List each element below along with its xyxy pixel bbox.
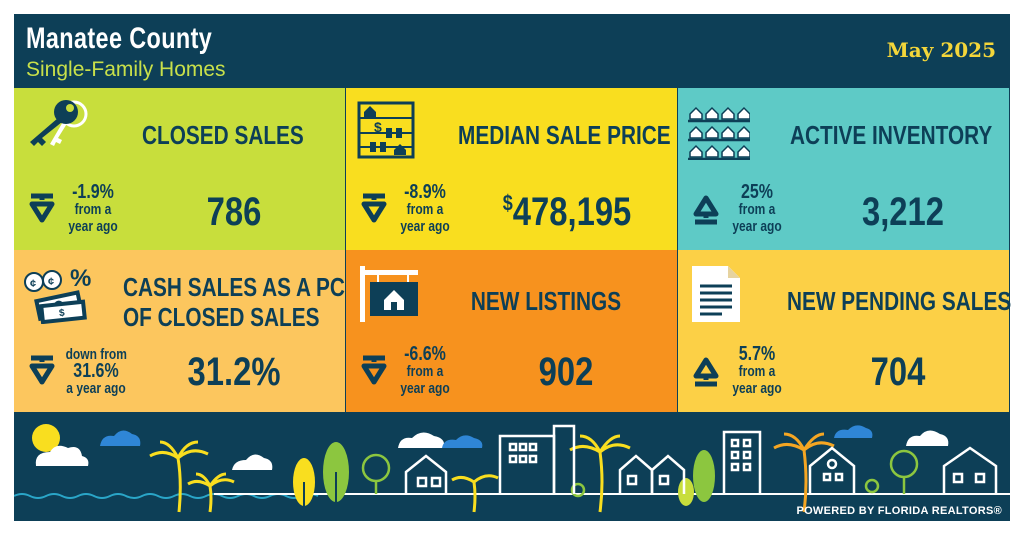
change-percent: -6.6% [404, 343, 446, 365]
document-icon [692, 266, 740, 322]
palm-tree-icon [773, 432, 835, 513]
palm-tree-icon [149, 440, 209, 513]
down-arrow-icon [29, 193, 55, 223]
change-pre-text: down from [65, 346, 127, 363]
currency-symbol: $ [502, 190, 513, 216]
report-date: May 2025 [886, 38, 996, 62]
change-text-2: a year ago [66, 380, 126, 397]
tile-active-inventory: ACTIVE INVENTORY 25% from a year ago 3,2… [678, 88, 1009, 250]
up-arrow-icon [693, 357, 719, 387]
houses-grid-icon [688, 106, 750, 160]
change-text-2: year ago [732, 380, 782, 397]
tile-value: 31.2% [187, 350, 281, 394]
tree-icon [693, 450, 715, 502]
down-arrow-icon [29, 355, 55, 385]
change-indicator: down from 31.6% a year ago [66, 346, 127, 397]
svg-text:$: $ [374, 119, 382, 135]
palm-tree-icon [187, 472, 235, 513]
tile-value: 786 [206, 190, 262, 234]
change-percent: -1.9% [72, 181, 114, 203]
svg-text:¢: ¢ [48, 276, 54, 288]
change-percent: 5.7% [738, 343, 776, 365]
change-indicator: -6.6% from a year ago [397, 343, 453, 397]
tile-title: NEW LISTINGS [470, 286, 622, 316]
tile-title: CASH SALES AS A PCT. OF CLOSED SALES [123, 272, 362, 332]
down-arrow-icon [361, 193, 387, 223]
tile-title: ACTIVE INVENTORY [790, 120, 993, 150]
page-title: Manatee County [26, 22, 213, 55]
cash-percent-icon: ¢ ¢ % $ [24, 265, 91, 324]
value-number: 478,195 [512, 190, 632, 234]
change-indicator: 25% from a year ago [729, 181, 785, 235]
tile-title: CLOSED SALES [142, 120, 304, 150]
tile-value: 902 [538, 350, 594, 394]
cloud-icon [35, 445, 89, 466]
tile-new-pending-sales: NEW PENDING SALES 5.7% from a year ago 7… [678, 250, 1012, 412]
change-text: from a [74, 201, 112, 218]
up-arrow-icon [693, 195, 719, 225]
down-arrow-icon [361, 355, 387, 385]
tile-title: MEDIAN SALE PRICE [458, 120, 671, 150]
buildings-outline [404, 424, 998, 494]
water-waves [14, 493, 319, 499]
svg-text:¢: ¢ [30, 278, 36, 290]
tile-value: $478,195 [489, 190, 645, 235]
svg-text:$: $ [59, 308, 66, 320]
tile-cash-sales: ¢ ¢ % $ CASH SALES AS A PCT. OF CLOSED S… [14, 250, 362, 412]
cloud-icon [398, 432, 445, 448]
change-percent: 25% [740, 181, 774, 203]
page-subtitle: Single-Family Homes [26, 58, 226, 81]
tile-value: 704 [870, 350, 926, 394]
cloud-icon [834, 425, 873, 438]
tile-median-sale-price: $ MEDIAN SALE PRICE -8.9% from a year ag… [346, 88, 677, 250]
change-text-2: year ago [400, 218, 450, 235]
cloud-icon [232, 454, 273, 470]
cloud-icon [100, 430, 141, 446]
cloud-icon [442, 435, 483, 448]
florida-skyline-illustration [14, 412, 1010, 521]
palm-tree-icon [451, 474, 499, 513]
change-text-2: year ago [400, 380, 450, 397]
for-sale-sign-icon [360, 266, 418, 322]
change-percent: 31.6% [73, 360, 119, 382]
palm-tree-icon [569, 434, 631, 513]
change-indicator: -8.9% from a year ago [397, 181, 453, 235]
change-indicator: -1.9% from a year ago [65, 181, 121, 235]
change-text: from a [406, 363, 444, 380]
tile-title: NEW PENDING SALES [787, 286, 1012, 316]
change-text: from a [738, 363, 776, 380]
change-text-2: year ago [68, 218, 118, 235]
cloud-icon [906, 430, 949, 446]
keys-icon [30, 100, 88, 146]
sun-icon [32, 424, 60, 452]
tile-value: 3,212 [861, 190, 945, 234]
tile-closed-sales: CLOSED SALES -1.9% from a year ago 786 [14, 88, 345, 250]
powered-by-credit: POWERED BY FLORIDA REALTORS® [796, 505, 1002, 517]
tree-icon [678, 478, 694, 506]
svg-text:%: % [70, 265, 91, 292]
change-text: from a [738, 201, 776, 218]
tree-icon [361, 449, 919, 498]
tile-title-line-2: OF CLOSED SALES [123, 302, 320, 332]
change-text-2: year ago [732, 218, 782, 235]
change-text: from a [406, 201, 444, 218]
abacus-icon: $ [357, 101, 415, 159]
tile-new-listings: NEW LISTINGS -6.6% from a year ago 902 [346, 250, 677, 412]
change-percent: -8.9% [404, 181, 446, 203]
change-indicator: 5.7% from a year ago [729, 343, 785, 397]
tile-title-line-1: CASH SALES AS A PCT. [123, 272, 362, 302]
